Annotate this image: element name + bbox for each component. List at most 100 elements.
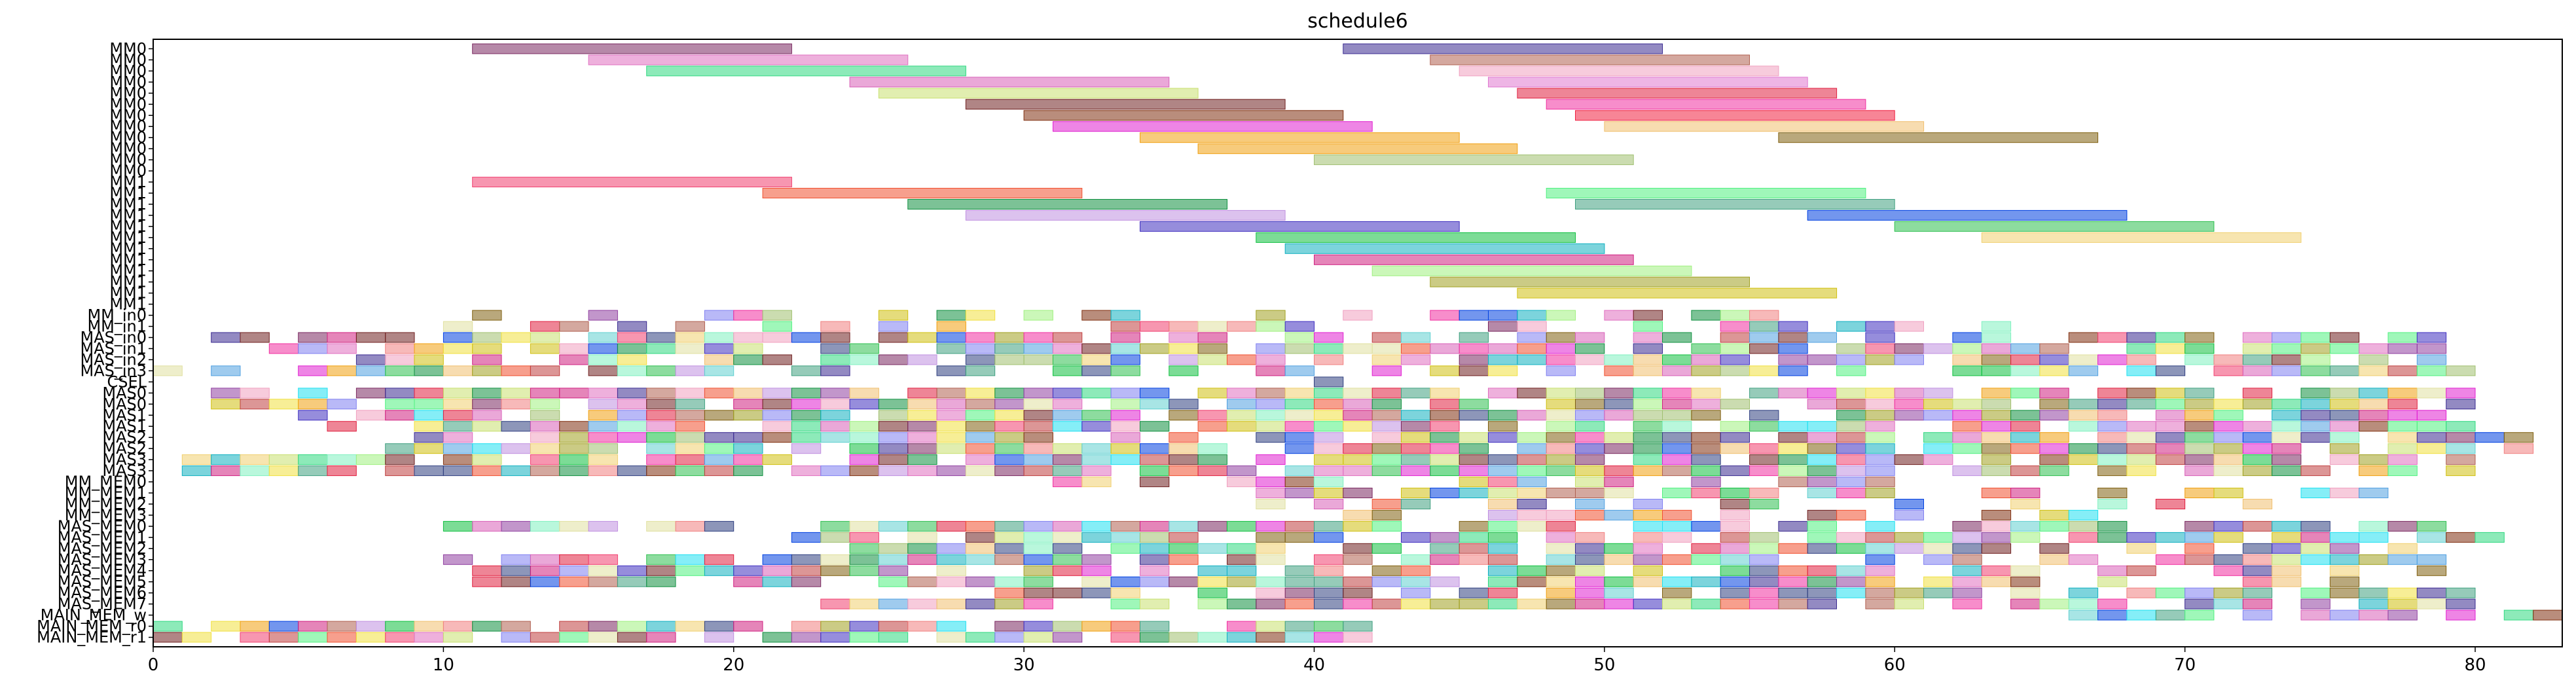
task-bar	[965, 432, 996, 443]
task-bar	[588, 399, 618, 410]
task-bar	[1575, 399, 1605, 410]
task-bar	[1314, 477, 1344, 488]
task-bar	[472, 421, 502, 432]
task-bar	[1053, 621, 1083, 632]
task-bar	[878, 543, 909, 554]
task-bar	[1575, 443, 1605, 454]
task-bar	[1053, 543, 1083, 554]
task-bar	[385, 388, 415, 399]
task-bar	[965, 598, 996, 609]
task-bar	[965, 388, 996, 399]
task-bar	[1169, 554, 1199, 565]
task-bar	[1546, 565, 1576, 576]
task-bar	[733, 621, 763, 632]
task-bar	[1575, 532, 1605, 543]
task-bar	[1371, 332, 1402, 343]
task-bar	[472, 410, 502, 421]
task-bar	[1459, 488, 1489, 498]
task-bar	[588, 454, 618, 465]
task-bar	[1110, 332, 1140, 343]
x-tick-label: 20	[723, 655, 744, 675]
task-bar	[1081, 565, 1112, 576]
task-bar	[1517, 432, 1547, 443]
task-bar	[530, 343, 560, 354]
task-bar	[588, 388, 618, 399]
task-bar	[2503, 443, 2534, 454]
task-bar	[646, 343, 676, 354]
task-bar	[936, 399, 966, 410]
task-bar	[646, 554, 676, 565]
y-tick-label: MM1	[109, 228, 147, 247]
task-bar	[1343, 421, 1373, 432]
task-bar	[355, 454, 386, 465]
task-bar	[2126, 365, 2156, 376]
task-bar	[2213, 488, 2243, 498]
task-bar	[443, 465, 473, 477]
task-bar	[617, 399, 647, 410]
task-bar	[2155, 532, 2186, 543]
task-bar	[2329, 443, 2360, 454]
task-bar	[1662, 410, 1692, 421]
task-bar	[530, 410, 560, 421]
task-bar	[1256, 432, 1286, 443]
task-bar	[588, 632, 618, 643]
task-bar	[1662, 520, 1692, 532]
task-bar	[443, 554, 473, 565]
task-bar	[1197, 565, 1227, 576]
task-bar	[443, 443, 473, 454]
task-bar	[443, 388, 473, 399]
task-bar	[385, 354, 415, 365]
task-bar	[1314, 443, 1344, 454]
task-bar	[2446, 587, 2476, 598]
task-bar	[617, 565, 647, 576]
task-bar	[1720, 354, 1750, 365]
task-bar	[298, 332, 328, 343]
task-bar	[1197, 388, 1227, 399]
task-bar	[965, 410, 996, 421]
task-bar	[2213, 554, 2243, 565]
task-bar	[530, 443, 560, 454]
task-bar	[1343, 343, 1373, 354]
task-bar	[1284, 621, 1315, 632]
task-bar	[1807, 477, 1837, 488]
task-bar	[1430, 54, 1751, 65]
task-bar	[2185, 343, 2215, 354]
task-bar	[2272, 554, 2302, 565]
task-bar	[2387, 410, 2418, 421]
task-bar	[1488, 532, 1518, 543]
task-bar	[472, 621, 502, 632]
task-bar	[559, 421, 589, 432]
task-bar	[2416, 443, 2447, 454]
task-bar	[2329, 365, 2360, 376]
task-bar	[298, 454, 328, 465]
task-bar	[530, 454, 560, 465]
task-bar	[1691, 443, 1721, 454]
task-bar	[2359, 354, 2389, 365]
task-bar	[298, 465, 328, 477]
task-bar	[762, 399, 792, 410]
task-bar	[1981, 332, 2012, 343]
task-bar	[1314, 332, 1344, 343]
task-bar	[1575, 110, 1895, 121]
task-bar	[1459, 354, 1489, 365]
task-bar	[675, 388, 705, 399]
task-bar	[1952, 365, 1982, 376]
task-bar	[2068, 332, 2099, 343]
task-bar	[2213, 465, 2243, 477]
task-bar	[2010, 488, 2041, 498]
task-bar	[2155, 388, 2186, 399]
y-tick-label: MAS2	[102, 428, 147, 446]
task-bar	[1836, 477, 1866, 488]
task-bar	[1662, 388, 1692, 399]
task-bar	[559, 632, 589, 643]
task-bar	[2097, 465, 2128, 477]
task-bar	[1865, 477, 1895, 488]
task-bar	[762, 454, 792, 465]
task-bar	[472, 465, 502, 477]
task-bar	[1662, 332, 1692, 343]
task-bar	[1720, 465, 1750, 477]
task-bar	[2300, 520, 2331, 532]
task-bar	[1284, 598, 1315, 609]
task-bar	[1865, 454, 1895, 465]
task-bar	[414, 343, 444, 354]
